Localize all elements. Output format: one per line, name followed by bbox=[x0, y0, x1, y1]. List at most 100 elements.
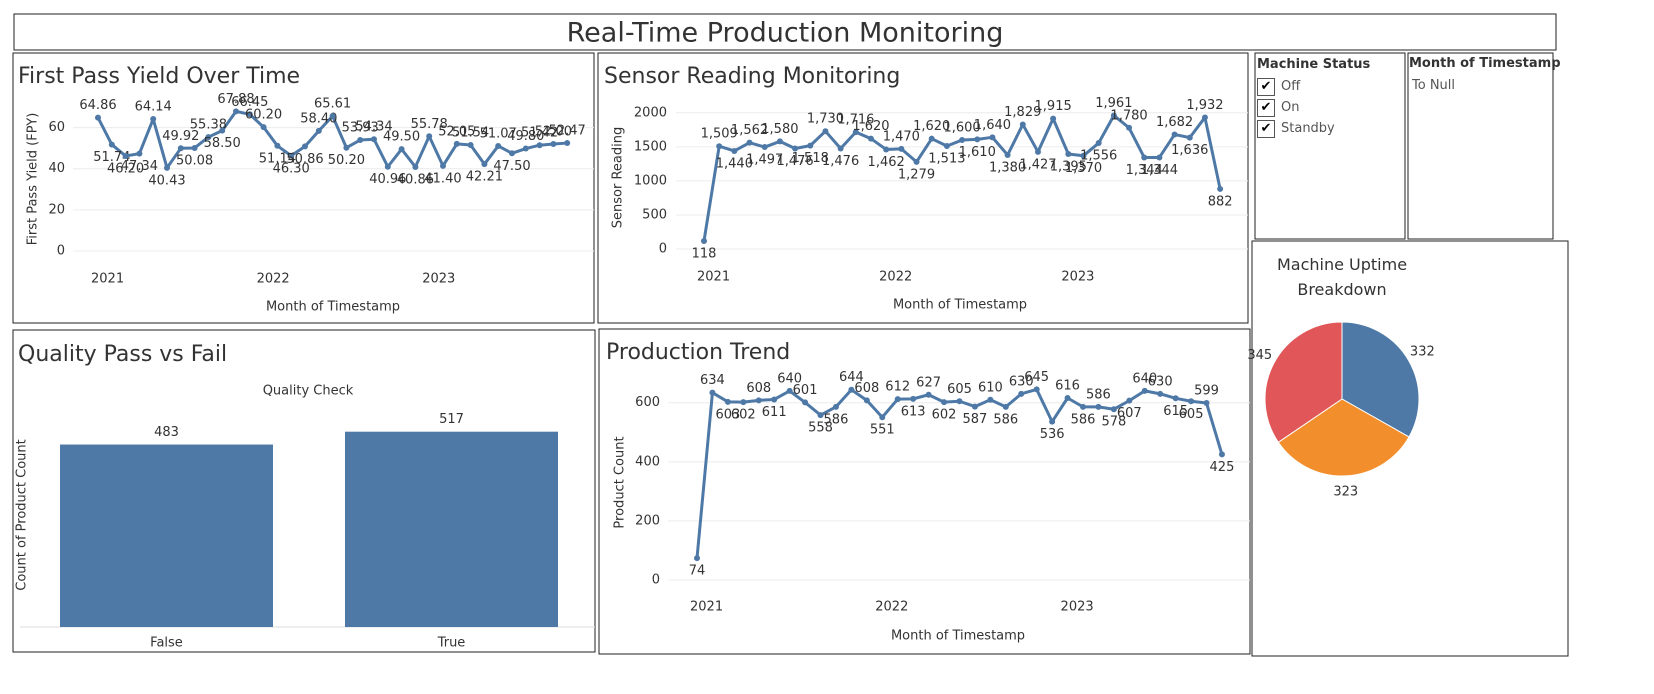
point bbox=[1110, 112, 1117, 119]
point bbox=[205, 134, 212, 141]
filter-title: Machine Status bbox=[1257, 57, 1371, 72]
point bbox=[1019, 121, 1026, 128]
point bbox=[536, 142, 543, 149]
point bbox=[989, 134, 996, 141]
data-label: 1,829 bbox=[1004, 105, 1041, 120]
data-label: 645 bbox=[1024, 370, 1049, 385]
data-label: 558 bbox=[808, 421, 833, 436]
data-label: 1,682 bbox=[1156, 115, 1193, 130]
point bbox=[1217, 185, 1224, 192]
filter-option[interactable]: ✔ Off bbox=[1257, 76, 1370, 97]
data-label: 49.50 bbox=[383, 130, 420, 145]
y-tick-label: 20 bbox=[48, 202, 65, 217]
data-label: 517 bbox=[439, 412, 464, 427]
data-label: 1,932 bbox=[1186, 98, 1223, 113]
data-label: 627 bbox=[916, 375, 941, 390]
checkbox[interactable]: ✔ bbox=[1257, 98, 1275, 117]
point bbox=[564, 140, 571, 147]
data-label: 1,600 bbox=[943, 121, 980, 136]
x-tick-label: False bbox=[150, 636, 183, 651]
data-label: 586 bbox=[1071, 412, 1096, 427]
data-label: 640 bbox=[1132, 371, 1157, 386]
point bbox=[467, 141, 474, 148]
y-tick-label: 600 bbox=[635, 395, 660, 410]
point bbox=[731, 147, 738, 154]
checkbox[interactable]: ✔ bbox=[1257, 77, 1275, 96]
point bbox=[709, 389, 716, 396]
pie-slice bbox=[1264, 321, 1343, 443]
point bbox=[807, 142, 814, 149]
data-label: 586 bbox=[1086, 387, 1111, 402]
data-label: 51.74 bbox=[93, 150, 130, 165]
panel bbox=[12, 52, 595, 324]
option-label: Standby bbox=[1281, 121, 1335, 136]
data-label: 74 bbox=[689, 564, 706, 579]
checkbox[interactable]: ✔ bbox=[1257, 119, 1275, 138]
data-label: 58.50 bbox=[204, 136, 241, 151]
data-label: 55.78 bbox=[411, 117, 448, 132]
data-label: 602 bbox=[932, 408, 957, 423]
x-tick-label: 2022 bbox=[875, 600, 908, 615]
data-label: 630 bbox=[1148, 374, 1173, 389]
point bbox=[1080, 403, 1086, 410]
bar bbox=[60, 444, 273, 627]
data-label: 1,518 bbox=[792, 151, 829, 166]
point bbox=[883, 146, 890, 153]
data-label: 1,344 bbox=[1126, 163, 1163, 178]
y-axis-label: Product Count bbox=[613, 436, 628, 528]
data-label: 616 bbox=[1055, 379, 1080, 394]
data-label: 53.93 bbox=[342, 121, 379, 136]
data-label: 50.20 bbox=[328, 153, 365, 168]
x-tick-label: True bbox=[437, 636, 466, 651]
option-label: Off bbox=[1281, 79, 1301, 94]
data-label: 345 bbox=[1247, 348, 1272, 363]
data-label: 1,497 bbox=[746, 153, 783, 168]
point bbox=[1049, 418, 1056, 425]
point bbox=[219, 127, 226, 134]
point bbox=[1188, 398, 1195, 405]
point bbox=[1171, 131, 1178, 138]
data-label: 1,636 bbox=[1171, 143, 1208, 158]
data-label: 1,915 bbox=[1035, 99, 1072, 114]
point bbox=[150, 116, 157, 123]
point bbox=[852, 129, 859, 136]
point bbox=[1172, 395, 1179, 402]
filter-option[interactable]: ✔ On bbox=[1257, 97, 1370, 118]
point bbox=[108, 141, 115, 148]
data-label: 630 bbox=[1009, 374, 1034, 389]
data-label: 1,780 bbox=[1110, 108, 1147, 123]
data-label: 1,440 bbox=[716, 156, 753, 171]
point bbox=[481, 161, 488, 168]
data-label: 607 bbox=[1117, 406, 1142, 421]
chart-title: Sensor Reading Monitoring bbox=[604, 64, 900, 89]
point bbox=[987, 396, 994, 403]
point bbox=[522, 145, 529, 152]
x-tick-label: 2022 bbox=[879, 270, 912, 285]
point bbox=[1203, 400, 1210, 407]
filter-option[interactable]: To Null bbox=[1409, 75, 1561, 96]
data-label: 54.34 bbox=[355, 120, 392, 135]
data-label: 51.42 bbox=[521, 126, 558, 141]
point bbox=[959, 137, 966, 144]
pie-slice bbox=[1341, 321, 1420, 438]
point bbox=[1157, 390, 1164, 397]
chart-title: Quality Pass vs Fail bbox=[18, 342, 227, 367]
data-label: 65.61 bbox=[314, 97, 351, 112]
panel bbox=[598, 328, 1251, 655]
data-label: 58.40 bbox=[300, 111, 337, 126]
point bbox=[1201, 114, 1208, 121]
filter-option[interactable]: ✔ Standby bbox=[1257, 118, 1370, 139]
data-label: 586 bbox=[824, 412, 849, 427]
column-header: Quality Check bbox=[263, 384, 354, 399]
point bbox=[371, 136, 377, 143]
option-label: To Null bbox=[1412, 78, 1456, 93]
data-label: 605 bbox=[947, 382, 972, 397]
data-label: 608 bbox=[854, 381, 879, 396]
point bbox=[315, 127, 322, 134]
data-label: 52.47 bbox=[549, 124, 586, 139]
data-label: 1,716 bbox=[837, 113, 874, 128]
point bbox=[928, 135, 935, 142]
data-label: 551 bbox=[870, 423, 895, 438]
point bbox=[260, 124, 267, 131]
